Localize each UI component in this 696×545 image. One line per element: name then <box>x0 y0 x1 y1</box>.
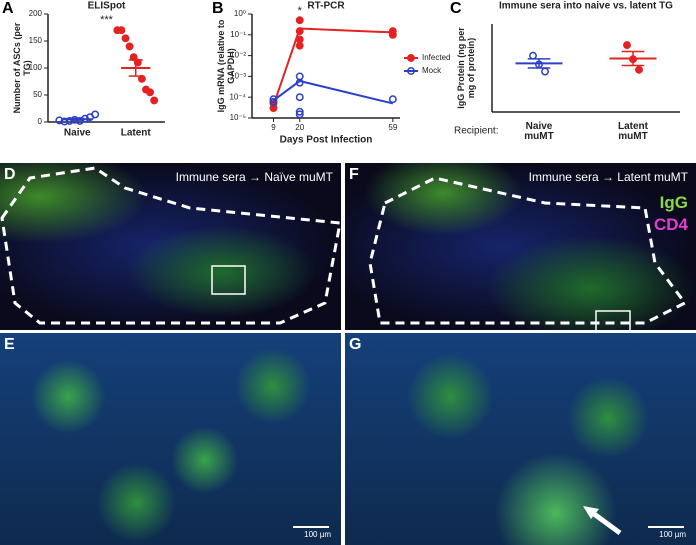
y-axis-label: IgG Protein (ng per mg of protein) <box>456 27 476 109</box>
data-point <box>150 96 159 105</box>
data-point <box>295 72 304 81</box>
data-point <box>269 97 278 106</box>
charts: ELISpot 0 50 100 150 200 Naive Latent *** RT-PCR 1… <box>29 1 680 146</box>
y-tick-label: 100 <box>29 63 43 72</box>
y-tick-label: 10⁻⁴ <box>229 92 246 101</box>
x-tick-label: 59 <box>388 123 397 132</box>
x-tick-label: 9 <box>271 123 276 132</box>
data-point <box>121 34 130 43</box>
arrow <box>583 506 622 536</box>
data-point <box>295 78 304 87</box>
data-point <box>269 95 278 104</box>
panel-f: Immune sera → Latent muMT IgG CD4 <box>345 163 696 330</box>
panel-letter: A <box>2 0 14 17</box>
panel-letter: D <box>4 166 16 183</box>
panel-letter: F <box>349 166 359 183</box>
x-tick-label: 20 <box>295 123 304 132</box>
series-line <box>272 27 393 106</box>
x-tick-label: Latent muMT <box>618 121 648 142</box>
panel-e: 100 µm <box>0 333 341 545</box>
panel-d: Immune sera → Naïve muMT <box>0 163 341 330</box>
y-tick-label: 0 <box>38 117 43 126</box>
caption: Immune sera → Naïve muMT <box>175 170 333 184</box>
legend-marker <box>407 67 415 75</box>
panel-g: 100 µm <box>345 333 696 545</box>
data-point <box>295 93 304 102</box>
scale-line <box>293 526 329 528</box>
panel-letter: B <box>212 0 224 17</box>
x-tick-label: Naive muMT <box>524 121 554 142</box>
chart-title: Immune sera into naive vs. latent TG <box>499 1 673 12</box>
panel-letter: E <box>4 336 15 353</box>
x-axis-label: Recipient: <box>454 126 498 137</box>
y-tick-label: 10⁻⁵ <box>230 113 246 122</box>
y-tick-label: 10⁻¹ <box>230 30 246 39</box>
data-point <box>60 117 69 126</box>
data-point <box>295 16 304 25</box>
y-tick-label: 10⁻³ <box>230 72 246 81</box>
data-point <box>541 67 549 76</box>
x-tick-label: Naive <box>64 128 91 139</box>
data-point <box>623 41 631 50</box>
data-point <box>295 27 304 36</box>
data-point <box>388 30 397 39</box>
data-point <box>125 42 134 51</box>
scale-line <box>648 526 684 528</box>
x-tick-label: Latent <box>121 128 152 139</box>
data-point <box>295 110 304 119</box>
data-point <box>55 116 64 125</box>
data-point <box>146 88 155 97</box>
panel-letter: C <box>450 0 462 17</box>
data-point <box>65 116 74 125</box>
data-point <box>295 35 304 44</box>
outline <box>368 176 688 330</box>
legend-label: Infected <box>422 53 450 62</box>
data-point <box>295 41 304 50</box>
panel-letter: G <box>349 336 362 353</box>
outline <box>0 166 341 325</box>
legend-igg: IgG <box>659 193 688 212</box>
legend-cd4: CD4 <box>653 215 688 234</box>
annotation: *** <box>100 14 114 26</box>
scale-bar: 100 µm <box>659 530 686 539</box>
y-tick-label: 50 <box>33 90 42 99</box>
caption: Immune sera → Latent muMT <box>528 170 688 184</box>
y-tick-label: 10⁻² <box>230 51 246 60</box>
scale-bar: 100 µm <box>304 530 331 539</box>
legend-marker <box>407 54 415 62</box>
y-axis-label: IgG mRNA (relative to GAPDH) <box>216 19 236 113</box>
data-point <box>91 110 100 119</box>
y-tick-label: 150 <box>29 36 43 45</box>
data-point <box>635 65 643 74</box>
chart-title: ELISpot <box>88 1 126 12</box>
chart-title: RT-PCR <box>307 1 345 12</box>
x-axis-label: Days Post Infection <box>280 135 373 146</box>
series-line <box>272 79 394 105</box>
y-axis-label: Number of ASCs (per TG) <box>12 22 32 114</box>
data-point <box>117 26 126 35</box>
data-point <box>295 107 304 116</box>
y-tick-label: 200 <box>29 9 43 18</box>
data-point <box>529 51 537 60</box>
legend-label: Mock <box>422 66 442 75</box>
annotation: * <box>298 5 303 17</box>
y-tick-label: 10⁰ <box>234 9 246 18</box>
data-point <box>388 95 397 104</box>
